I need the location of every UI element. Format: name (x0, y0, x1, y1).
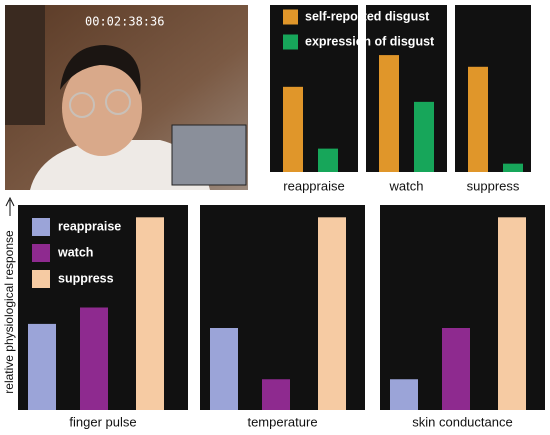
hair (60, 45, 141, 95)
panel (366, 5, 447, 172)
photo: 00:02:38:36 (5, 5, 248, 190)
bar (379, 55, 399, 172)
label-backdrop (4, 216, 16, 410)
bar (318, 148, 338, 172)
legend-swatch (283, 9, 298, 25)
legend-label: expression of disgust (305, 34, 435, 48)
legend-label: reappraise (58, 219, 121, 233)
glasses (105, 89, 131, 115)
legend-label: watch (57, 245, 93, 259)
x-tick-label: reappraise (283, 178, 344, 193)
x-tick-label: skin conductance (412, 414, 512, 429)
bar (390, 379, 418, 410)
legend-swatch (32, 244, 50, 262)
x-tick-label: finger pulse (69, 414, 136, 429)
bar (503, 163, 523, 172)
bar (414, 101, 434, 172)
bar (210, 328, 238, 410)
x-tick-label: temperature (247, 414, 317, 429)
bar (442, 328, 470, 410)
bar (80, 307, 108, 410)
legend-swatch (32, 218, 50, 236)
legend-label: suppress (58, 271, 114, 285)
bar (262, 379, 290, 410)
glasses (69, 92, 95, 118)
face (62, 60, 142, 156)
bar (283, 86, 303, 172)
x-tick-label: suppress (467, 178, 520, 193)
y-arrowhead (5, 196, 15, 207)
legend-label: self-reported disgust (305, 9, 430, 23)
monitor-inset (171, 124, 247, 186)
bar (318, 217, 346, 410)
timestamp: 00:02:38:36 (85, 15, 164, 29)
bar (28, 323, 56, 410)
bar (136, 217, 164, 410)
shirt (30, 140, 210, 190)
panel (455, 5, 531, 172)
legend-swatch (32, 270, 50, 288)
bookshelf (5, 5, 45, 125)
y-axis-label: relative physiological response (2, 230, 16, 394)
legend-swatch (283, 34, 298, 50)
x-tick-label: watch (389, 178, 424, 193)
bar (468, 66, 488, 172)
bar (498, 217, 526, 410)
